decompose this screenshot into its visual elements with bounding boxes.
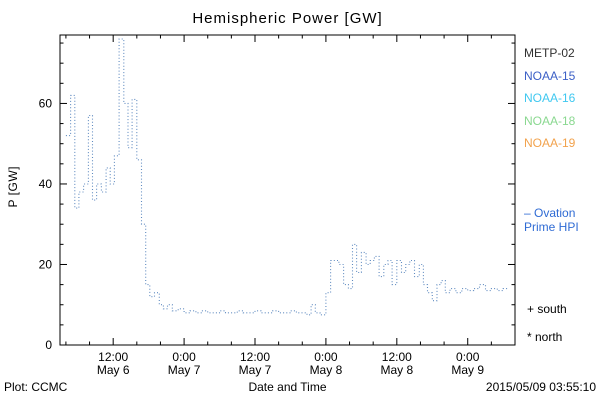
ovation-legend: – Ovation Prime HPI (524, 206, 579, 234)
x-tick-date-label: May 8 (310, 363, 343, 377)
north-marker-label: * north (527, 330, 563, 344)
x-tick-date-label: May 7 (239, 363, 272, 377)
y-tick-label: 60 (39, 96, 53, 110)
x-tick-time-label: 12:00 (382, 350, 412, 364)
x-tick-time-label: 0:00 (172, 350, 196, 364)
y-tick-label: 40 (39, 177, 53, 191)
plot-frame (59, 34, 516, 346)
legend-item-metp-02: METP-02 (524, 46, 575, 60)
x-tick-time-label: 0:00 (456, 350, 480, 364)
x-tick-date-label: May 9 (451, 363, 484, 377)
x-tick-date-label: May 7 (168, 363, 201, 377)
x-tick-date-label: May 6 (97, 363, 130, 377)
timestamp: 2015/05/09 03:55:10 (485, 380, 596, 394)
x-tick-time-label: 12:00 (240, 350, 270, 364)
hpi-step-line (65, 38, 508, 316)
ovation-legend-line1: – Ovation (524, 206, 576, 220)
x-axis-label: Date and Time (248, 380, 327, 394)
plot-credit: Plot: CCMC (4, 380, 68, 394)
ovation-legend-line2: Prime HPI (524, 220, 579, 234)
y-tick-label: 0 (45, 338, 52, 352)
legend-item-noaa-15: NOAA-15 (524, 68, 576, 83)
legend-item-noaa-16: NOAA-16 (524, 91, 576, 105)
satellite-legend: METP-02 NOAA-15 NOAA-16 NOAA-18 NOAA-19 (524, 46, 575, 159)
y-tick-label: 20 (39, 257, 53, 271)
south-marker-label: + south (527, 302, 567, 316)
chart-title: Hemispheric Power [GW] (192, 10, 383, 27)
x-tick-time-label: 0:00 (314, 350, 338, 364)
legend-item-noaa-19: NOAA-19 (524, 136, 576, 150)
legend-item-noaa-18: NOAA-18 (524, 113, 576, 128)
x-tick-date-label: May 8 (380, 363, 413, 377)
x-tick-time-label: 12:00 (98, 350, 128, 364)
